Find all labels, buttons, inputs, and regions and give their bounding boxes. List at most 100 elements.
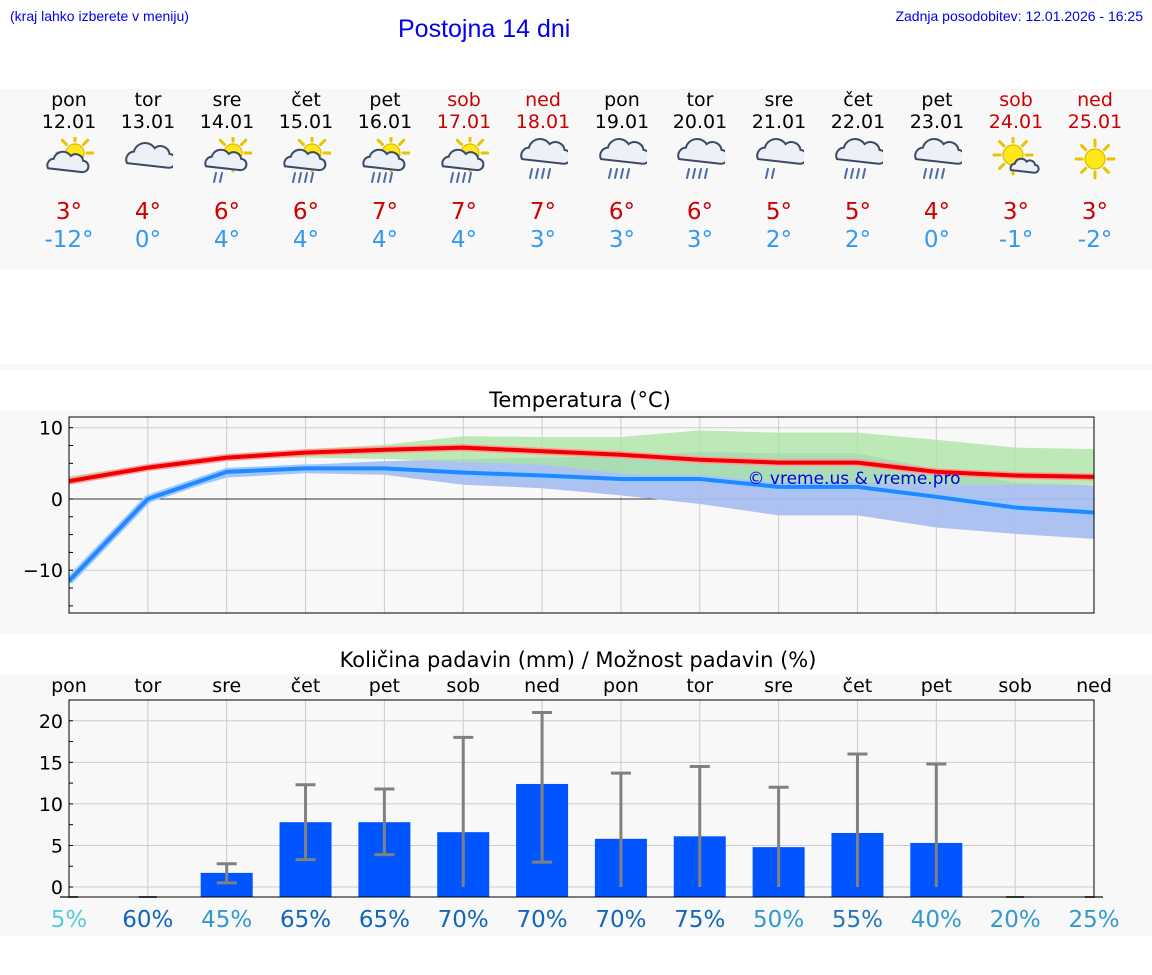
temp-min: 2° (765, 227, 793, 253)
sun-rain-icon (441, 137, 489, 183)
temp-min: 0° (134, 227, 162, 253)
temp-min: -1° (998, 227, 1034, 253)
temp-min: 0° (923, 227, 951, 253)
day-name: tor (134, 89, 162, 111)
day-date: 25.01 (1067, 111, 1123, 133)
x-category-label: sob (998, 675, 1032, 697)
day-date: 21.01 (751, 111, 807, 133)
sun-rain-light-icon (204, 137, 252, 183)
temp-max: 5° (844, 199, 872, 225)
y-tick-label: 10 (39, 418, 63, 440)
temp-min: 3° (686, 227, 714, 253)
x-category-label: sre (764, 675, 793, 697)
day-name: pon (51, 89, 87, 111)
temp-max: 4° (923, 199, 951, 225)
day-name: pet (921, 89, 953, 111)
day-date: 13.01 (120, 111, 176, 133)
min-temp-line (69, 466, 1094, 583)
y-tick-label: 0 (51, 877, 63, 899)
temp-max: 7° (371, 199, 399, 225)
daily-forecast-strip: pon 12.01 3° -12° tor 13.01 4° 0° sre 14.01 6° 4° če… (0, 89, 1152, 270)
day-date: 24.01 (988, 111, 1044, 133)
last-update: Zadnja posodobitev: 12.01.2026 - 16:25 (895, 8, 1143, 24)
temp-max: 6° (686, 199, 714, 225)
temp-max: 6° (213, 199, 241, 225)
temp-max: 4° (134, 199, 162, 225)
day-name: pet (369, 89, 401, 111)
precip-probability-label: 70% (517, 907, 568, 933)
precip-probability-label: 65% (359, 907, 410, 933)
precip-probability-label: 65% (280, 907, 331, 933)
temp-min: 4° (450, 227, 478, 253)
temp-max: 6° (292, 199, 320, 225)
day-name: tor (686, 89, 714, 111)
day-name: ned (525, 89, 561, 111)
precip-probability-label: 20% (990, 907, 1041, 933)
precip-probability-label: 45% (201, 907, 252, 933)
page-title: Postojna 14 dni (398, 15, 571, 43)
precip-probability-label: 5% (51, 907, 88, 933)
day-name: sre (764, 89, 794, 111)
cloud-rain-icon (914, 138, 962, 179)
cloud-rain-icon (599, 138, 647, 179)
day-date: 20.01 (672, 111, 728, 133)
x-category-label: čet (291, 675, 321, 697)
temp-min: 4° (213, 227, 241, 253)
precip-probability-label: 70% (595, 907, 646, 933)
day-name: sre (212, 89, 242, 111)
y-tick-label: 20 (39, 711, 63, 733)
day-date: 16.01 (357, 111, 413, 133)
precip-probability-label: 70% (438, 907, 489, 933)
temp-min: 2° (844, 227, 872, 253)
temp-max: 6° (608, 199, 636, 225)
y-tick-label: 0 (51, 489, 63, 511)
x-category-label: sre (212, 675, 241, 697)
temp-max: 3° (1002, 199, 1030, 225)
x-category-label: tor (134, 675, 161, 697)
day-date: 22.01 (830, 111, 886, 133)
sun-small-cloud-icon (992, 137, 1040, 176)
sun-rain-icon (283, 137, 331, 183)
temp-max: 3° (1081, 199, 1109, 225)
precip-probability-label: 60% (122, 907, 173, 933)
day-date: 12.01 (41, 111, 97, 133)
precip-probability-label: 40% (911, 907, 962, 933)
day-date: 23.01 (909, 111, 965, 133)
cloud-rain-light-icon (756, 138, 804, 179)
sun-cloud-icon (46, 137, 94, 174)
x-category-label: pon (51, 675, 87, 697)
temp-min: 4° (292, 227, 320, 253)
separator (0, 364, 1152, 370)
day-name: čet (291, 89, 321, 111)
precip-probability-label: 25% (1068, 907, 1119, 933)
temp-max: 3° (55, 199, 83, 225)
temp-max: 7° (450, 199, 478, 225)
precip-probability-label: 50% (753, 907, 804, 933)
cloud-icon (125, 142, 173, 169)
chart-title: Temperatura (°C) (488, 388, 671, 412)
cloud-rain-icon (520, 138, 568, 179)
y-tick-label: 5 (51, 835, 63, 857)
location-hint: (kraj lahko izberete v meniju) (10, 8, 189, 24)
y-tick-label: 10 (39, 794, 63, 816)
max-temp-range-band (69, 430, 1094, 485)
plot-frame (68, 699, 1095, 898)
y-tick-label: 15 (39, 752, 63, 774)
day-date: 15.01 (278, 111, 334, 133)
day-date: 18.01 (515, 111, 571, 133)
temp-max: 7° (529, 199, 557, 225)
x-category-label: pet (369, 675, 400, 697)
max-temp-line (69, 445, 1094, 484)
x-category-label: ned (1076, 675, 1112, 697)
x-category-label: čet (843, 675, 873, 697)
cloud-rain-icon (677, 138, 725, 179)
day-name: pon (604, 89, 640, 111)
temp-min: -2° (1077, 227, 1113, 253)
precipitation-chart: Količina padavin (mm) / Možnost padavin … (0, 648, 1152, 936)
cloud-rain-icon (835, 138, 883, 179)
precip-probability-label: 75% (674, 907, 725, 933)
temp-max: 5° (765, 199, 793, 225)
chart-title: Količina padavin (mm) / Možnost padavin … (340, 648, 817, 672)
x-category-label: tor (686, 675, 713, 697)
day-date: 17.01 (436, 111, 492, 133)
